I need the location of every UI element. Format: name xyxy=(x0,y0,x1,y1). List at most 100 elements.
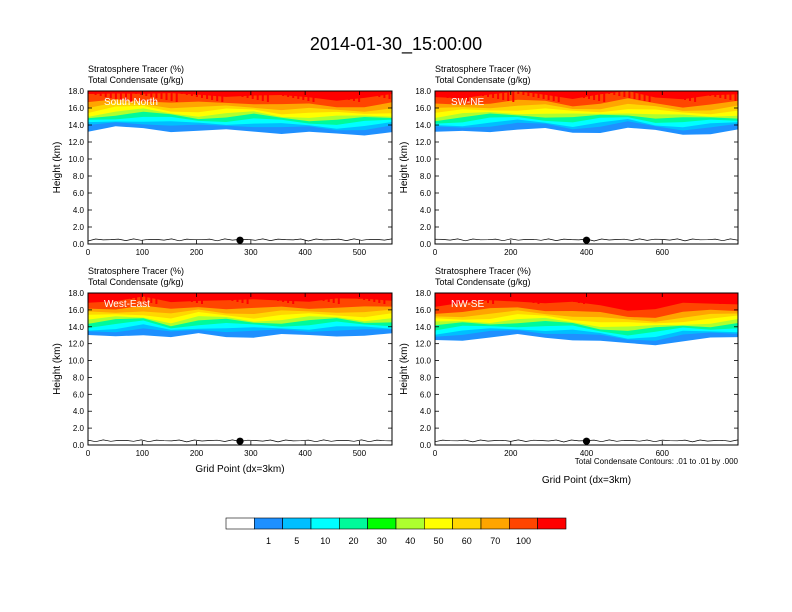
tracer-streak xyxy=(114,91,117,99)
tracer-streak xyxy=(378,91,381,97)
x-tick-label: 300 xyxy=(244,449,258,458)
tracer-streak xyxy=(593,293,596,297)
panel-header-tracer: Stratosphere Tracer (%) xyxy=(88,266,184,276)
y-tick-label: 6.0 xyxy=(73,390,85,399)
tracer-streak xyxy=(542,91,545,99)
tracer-streak xyxy=(482,91,484,96)
tracer-streak xyxy=(226,293,229,300)
colorbar-label: 50 xyxy=(433,536,443,546)
y-tick-label: 12.0 xyxy=(415,138,431,147)
tracer-streak xyxy=(466,91,469,102)
tracer-streak xyxy=(476,293,479,301)
colorbar-label: 30 xyxy=(377,536,387,546)
tracer-streak xyxy=(689,91,691,101)
tracer-streak xyxy=(195,293,198,303)
tracer-streak xyxy=(327,293,330,302)
tracer-streak xyxy=(684,91,686,100)
tracer-streak xyxy=(628,91,631,98)
tracer-streak xyxy=(653,91,656,94)
tracer-streak xyxy=(165,293,168,297)
tracer-streak xyxy=(734,91,737,101)
y-tick-label: 4.0 xyxy=(73,206,85,215)
tracer-streak xyxy=(383,293,386,304)
tracer-streak xyxy=(446,91,449,98)
tracer-streak xyxy=(94,91,97,95)
panel-0: Stratosphere Tracer (%)Total Condensate … xyxy=(52,64,393,257)
tracer-streak xyxy=(135,91,138,94)
tracer-streak xyxy=(165,91,168,100)
colorbar-label: 60 xyxy=(462,536,472,546)
y-tick-label: 16.0 xyxy=(415,104,431,113)
tracer-streak xyxy=(436,91,439,96)
tracer-streak xyxy=(557,91,560,102)
tracer-streak xyxy=(332,91,335,97)
tracer-streak xyxy=(221,293,224,299)
tracer-streak xyxy=(507,91,510,101)
tracer-streak xyxy=(130,293,133,299)
y-tick-label: 12.0 xyxy=(68,138,84,147)
tracer-streak xyxy=(256,293,259,297)
tracer-streak xyxy=(517,91,520,94)
panel-header-tracer: Stratosphere Tracer (%) xyxy=(435,266,531,276)
tracer-field xyxy=(88,293,392,338)
tracer-streak xyxy=(532,293,535,303)
tracer-streak xyxy=(99,293,102,302)
tracer-streak xyxy=(719,293,722,304)
x-tick-label: 600 xyxy=(656,248,670,257)
tracer-streak xyxy=(251,91,254,99)
x-tick-label: 400 xyxy=(580,449,594,458)
tracer-streak xyxy=(547,293,550,297)
tracer-streak xyxy=(658,293,661,301)
tracer-streak xyxy=(542,293,545,296)
tracer-streak xyxy=(104,91,107,97)
tracer-streak xyxy=(175,91,178,102)
x-tick-label: 600 xyxy=(656,449,670,458)
tracer-streak xyxy=(271,293,274,300)
tracer-streak xyxy=(673,293,676,304)
tracer-streak xyxy=(292,91,295,98)
tracer-streak xyxy=(456,91,459,100)
tracer-streak xyxy=(322,91,325,95)
panel-header-condensate: Total Condensate (g/kg) xyxy=(88,277,184,287)
tracer-streak xyxy=(89,91,92,94)
tracer-streak xyxy=(170,293,173,298)
tracer-streak xyxy=(190,293,193,302)
tracer-streak xyxy=(598,293,601,298)
tracer-streak xyxy=(588,91,590,99)
tracer-streak xyxy=(383,91,386,98)
tracer-streak xyxy=(307,91,310,101)
colorbar: 1 5 10 20 30 40 50 60 70 100 xyxy=(225,517,567,546)
colorbar-swatch xyxy=(537,517,567,530)
tracer-streak xyxy=(658,91,661,95)
x-tick-label: 300 xyxy=(244,248,258,257)
tracer-field xyxy=(435,91,738,135)
panel-label: South-North xyxy=(104,97,158,108)
y-tick-label: 0.0 xyxy=(420,240,432,249)
tracer-streak xyxy=(724,91,727,99)
tracer-streak xyxy=(436,293,439,302)
y-tick-label: 16.0 xyxy=(68,104,84,113)
condensate-contour xyxy=(435,439,738,443)
tracer-streak xyxy=(572,293,575,302)
x-tick-label: 200 xyxy=(504,248,518,257)
x-tick-label: 0 xyxy=(86,449,91,458)
x-tick-label: 100 xyxy=(136,449,150,458)
panel-header-tracer: Stratosphere Tracer (%) xyxy=(88,64,184,74)
tracer-streak xyxy=(180,293,183,300)
colorbar-swatch xyxy=(254,517,283,530)
y-tick-label: 0.0 xyxy=(73,441,85,450)
tracer-streak xyxy=(256,91,259,100)
tracer-streak xyxy=(125,91,127,101)
tracer-streak xyxy=(663,293,666,302)
tracer-streak xyxy=(221,91,224,102)
tracer-field xyxy=(88,91,392,136)
tracer-streak xyxy=(729,91,732,100)
y-tick-label: 10.0 xyxy=(68,357,84,366)
tracer-streak xyxy=(663,91,666,96)
y-tick-label: 4.0 xyxy=(73,407,85,416)
tracer-streak xyxy=(368,293,371,301)
tracer-streak xyxy=(512,293,515,299)
tracer-streak xyxy=(246,91,249,98)
tracer-streak xyxy=(673,91,676,98)
